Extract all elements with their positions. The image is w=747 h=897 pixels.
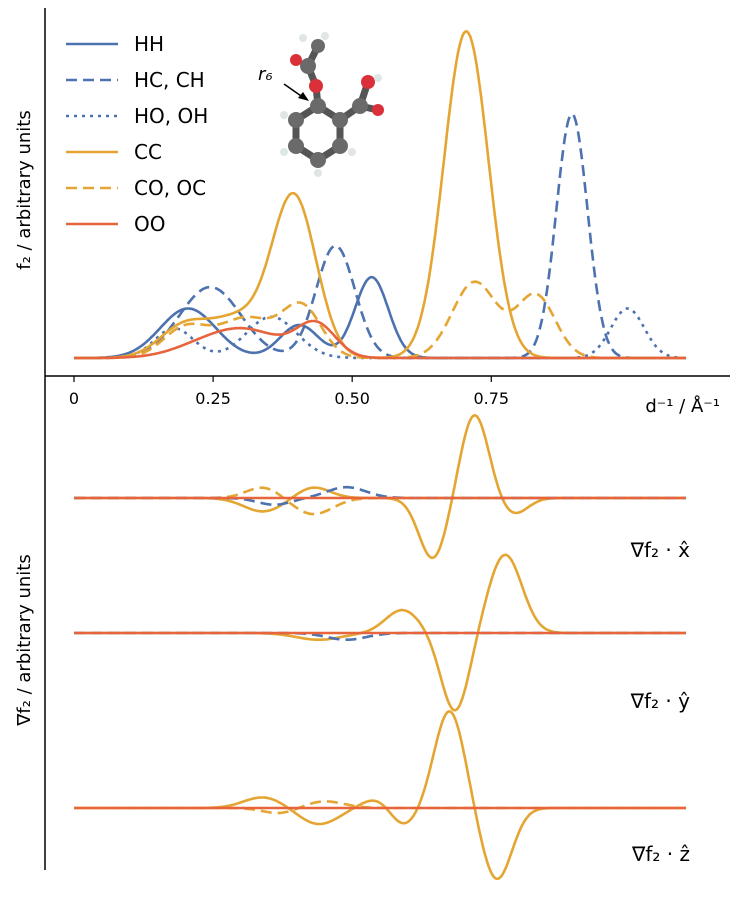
x-tick-label: 0.75 xyxy=(473,389,509,408)
r6-annotation: r₆ xyxy=(258,64,273,85)
gradient-line-1-co-oc xyxy=(74,486,686,516)
gradient-line-3-cc xyxy=(74,710,686,881)
gradient-line-1-cc xyxy=(74,413,686,560)
gradient-panel-labels: ∇f₂ · x̂ ∇f₂ · ŷ ∇f₂ · ẑ xyxy=(630,538,691,866)
top-panel-series xyxy=(74,30,686,360)
legend-label: HH xyxy=(134,32,164,56)
bottom-y-axis-label: ∇f₂ / arbitrary units xyxy=(14,554,35,726)
panel-label: ∇f₂ · x̂ xyxy=(630,538,691,562)
series-line-hh xyxy=(74,275,686,360)
panel-label: ∇f₂ · ẑ xyxy=(631,842,690,866)
molecule-inset: r₆ xyxy=(258,32,384,177)
x-tick-label: 0.25 xyxy=(195,389,231,408)
series-line-hc-ch xyxy=(74,112,686,360)
panel-label: ∇f₂ · ŷ xyxy=(630,689,691,713)
legend-label: CC xyxy=(134,140,162,164)
top-y-axis-label: f₂ / arbitrary units xyxy=(14,110,35,269)
x-axis-label: d⁻¹ / Å⁻¹ xyxy=(645,395,720,417)
series-line-co-oc xyxy=(74,280,686,360)
x-ticks: 0 0.25 0.50 0.75 xyxy=(69,376,509,408)
legend-label: OO xyxy=(134,212,165,236)
x-tick-label: 0.50 xyxy=(334,389,370,408)
r6-arrow xyxy=(283,83,309,101)
bottom-panel-series xyxy=(74,413,686,881)
x-tick-label: 0 xyxy=(69,389,79,408)
gradient-line-1-hc-ch xyxy=(74,485,686,507)
legend-label: CO, OC xyxy=(134,176,206,200)
legend-label: HC, CH xyxy=(134,68,205,92)
molecule-atoms xyxy=(280,32,384,177)
legend: HH HC, CH HO, OH CC CO, OC OO xyxy=(66,32,208,236)
legend-label: HO, OH xyxy=(134,104,208,128)
series-line-oo xyxy=(74,319,686,360)
